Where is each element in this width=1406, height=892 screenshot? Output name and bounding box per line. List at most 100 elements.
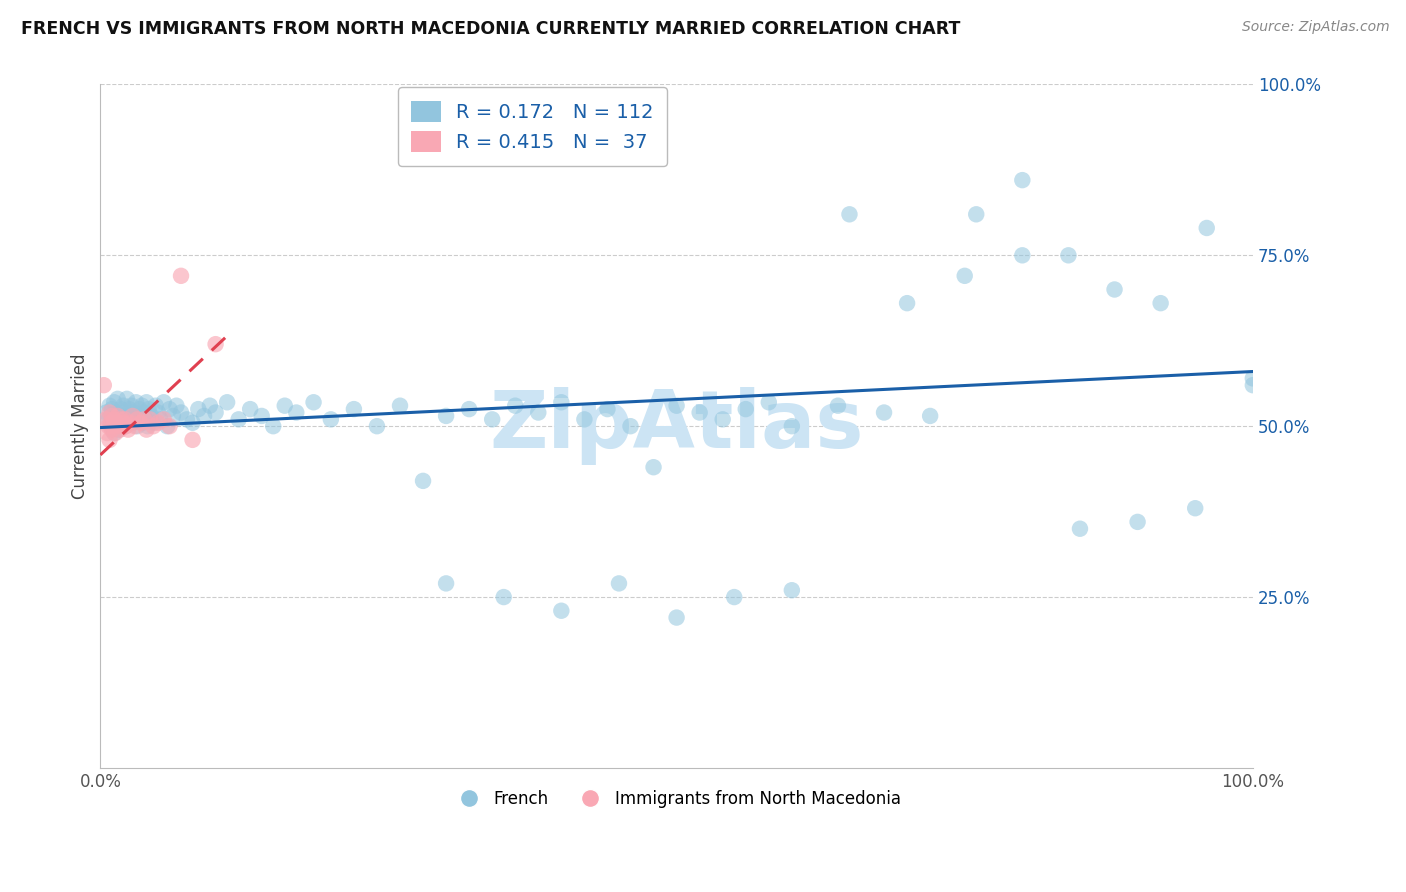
Point xyxy=(117,423,139,437)
Point xyxy=(181,416,204,430)
Point xyxy=(101,409,124,423)
Point xyxy=(193,409,215,423)
Point xyxy=(228,412,250,426)
Point xyxy=(965,207,987,221)
Point xyxy=(758,395,780,409)
Point xyxy=(112,416,135,430)
Point xyxy=(107,419,129,434)
Point xyxy=(302,395,325,409)
Point xyxy=(920,409,942,423)
Point xyxy=(132,416,155,430)
Point xyxy=(101,409,124,423)
Point xyxy=(142,419,165,434)
Point xyxy=(953,268,976,283)
Point xyxy=(643,460,665,475)
Point xyxy=(1195,221,1218,235)
Point xyxy=(94,405,117,419)
Point xyxy=(181,433,204,447)
Point xyxy=(343,402,366,417)
Point xyxy=(1104,283,1126,297)
Text: Source: ZipAtlas.com: Source: ZipAtlas.com xyxy=(1241,20,1389,34)
Point xyxy=(101,402,124,417)
Point xyxy=(1069,522,1091,536)
Point xyxy=(129,416,152,430)
Y-axis label: Currently Married: Currently Married xyxy=(72,353,89,499)
Point xyxy=(103,395,125,409)
Point xyxy=(838,207,860,221)
Text: FRENCH VS IMMIGRANTS FROM NORTH MACEDONIA CURRENTLY MARRIED CORRELATION CHART: FRENCH VS IMMIGRANTS FROM NORTH MACEDONI… xyxy=(21,20,960,37)
Point xyxy=(149,412,172,426)
Point xyxy=(101,419,124,434)
Legend: French, Immigrants from North Macedonia: French, Immigrants from North Macedonia xyxy=(446,783,908,814)
Point xyxy=(1184,501,1206,516)
Point xyxy=(388,399,411,413)
Point xyxy=(1011,173,1033,187)
Point xyxy=(481,412,503,426)
Point xyxy=(98,405,121,419)
Point xyxy=(127,412,149,426)
Point xyxy=(98,433,121,447)
Point xyxy=(125,395,148,409)
Point xyxy=(162,409,184,423)
Point xyxy=(366,419,388,434)
Point xyxy=(101,423,124,437)
Point xyxy=(120,416,142,430)
Point xyxy=(204,405,226,419)
Point xyxy=(136,419,159,434)
Point xyxy=(412,474,434,488)
Point xyxy=(159,402,181,417)
Point xyxy=(121,399,143,413)
Point xyxy=(165,399,187,413)
Point xyxy=(121,409,143,423)
Point xyxy=(723,590,745,604)
Point xyxy=(112,412,135,426)
Point xyxy=(734,402,756,417)
Point xyxy=(108,423,131,437)
Point xyxy=(112,399,135,413)
Point xyxy=(103,425,125,440)
Point xyxy=(100,419,122,434)
Point xyxy=(492,590,515,604)
Point xyxy=(665,399,688,413)
Point xyxy=(619,419,641,434)
Point xyxy=(665,610,688,624)
Point xyxy=(1241,371,1264,385)
Point xyxy=(128,402,150,417)
Point xyxy=(458,402,481,417)
Point xyxy=(711,412,734,426)
Point xyxy=(110,412,132,426)
Point xyxy=(159,419,181,434)
Point xyxy=(274,399,297,413)
Point xyxy=(780,583,803,598)
Point xyxy=(122,405,145,419)
Point xyxy=(1241,378,1264,392)
Point xyxy=(100,416,122,430)
Point xyxy=(145,399,167,413)
Point xyxy=(97,419,120,434)
Point xyxy=(1126,515,1149,529)
Point xyxy=(120,412,142,426)
Point xyxy=(780,419,803,434)
Point xyxy=(198,399,221,413)
Point xyxy=(104,425,127,440)
Point xyxy=(114,419,136,434)
Point xyxy=(107,423,129,437)
Point xyxy=(319,412,342,426)
Point xyxy=(118,402,141,417)
Point xyxy=(607,576,630,591)
Point xyxy=(827,399,849,413)
Point xyxy=(262,419,284,434)
Point xyxy=(107,419,129,434)
Point xyxy=(1057,248,1080,262)
Point xyxy=(139,409,162,423)
Point xyxy=(503,399,526,413)
Point xyxy=(105,405,128,419)
Point xyxy=(152,412,174,426)
Point xyxy=(146,416,169,430)
Point xyxy=(434,576,457,591)
Point xyxy=(124,419,146,434)
Point xyxy=(873,405,896,419)
Point xyxy=(96,425,118,440)
Point xyxy=(135,395,157,409)
Point xyxy=(204,337,226,351)
